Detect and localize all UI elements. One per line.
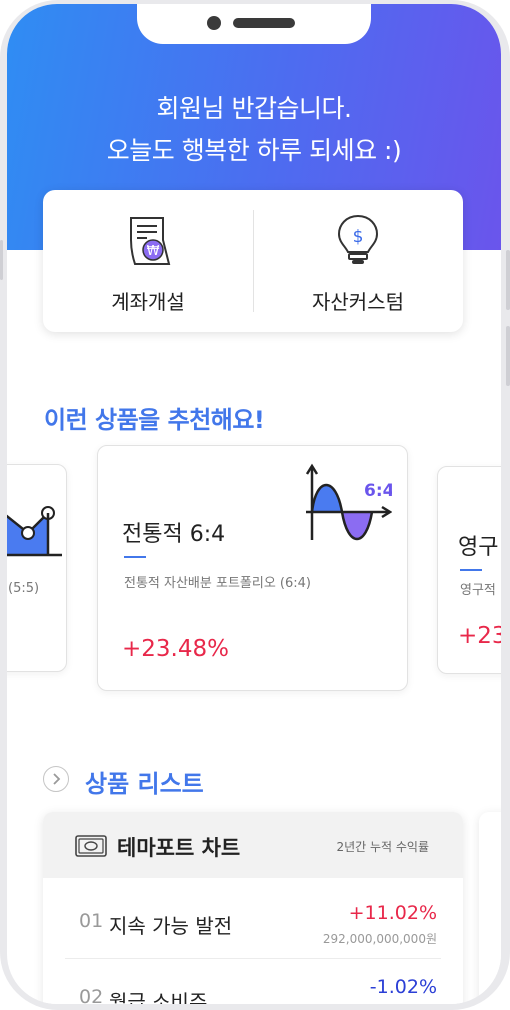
next-chart-panel: [479, 812, 501, 1004]
quick-menu-label: 자산커스텀: [312, 290, 404, 314]
earpiece-speaker: [233, 18, 295, 28]
product-row[interactable]: 02 월급 소비주 -1.02%: [65, 962, 441, 1004]
line-chart-icon: [7, 506, 62, 557]
card-dash: [460, 569, 482, 571]
card-desc: 전통적 자산배분 포트폴리오 (6:4): [124, 576, 311, 591]
quick-menu-divider: [253, 210, 254, 312]
product-return: -1.02%: [369, 976, 437, 998]
card-desc: 영구적: [460, 583, 496, 598]
card-desc: (5:5): [8, 581, 40, 596]
front-camera: [207, 16, 221, 30]
card-return: +23: [458, 623, 501, 649]
wave-chart-label: 6:4: [364, 481, 392, 501]
chevron-right-icon: [43, 766, 69, 792]
product-row[interactable]: 01 지속 가능 발전 +11.02% 292,000,000,000원: [65, 892, 441, 970]
account-open-icon: ₩: [130, 217, 171, 265]
theme-chart-title: 테마포트 차트: [117, 836, 241, 860]
card-return: +23.48%: [122, 636, 229, 662]
card-name: 영구: [458, 535, 499, 560]
recommend-card-prev[interactable]: (5:5): [7, 464, 67, 672]
app-screen: 회원님 반갑습니다. 오늘도 행복한 하루 되세요 :) ₩ 계좌개설: [7, 4, 501, 1004]
volume-up-button: [506, 250, 510, 310]
card-dash: [124, 556, 146, 558]
svg-text:₩: ₩: [147, 244, 160, 259]
theme-chart-subtitle: 2년간 누적 수익률: [336, 840, 429, 854]
product-rank: 01: [79, 910, 104, 932]
quick-menu: ₩ 계좌개설 $ 자산커스텀: [43, 190, 463, 332]
quick-menu-asset-custom[interactable]: $ 자산커스텀: [253, 190, 463, 332]
phone-notch: [137, 4, 371, 44]
row-divider: [65, 958, 441, 959]
theme-chart-panel: 테마포트 차트 2년간 누적 수익률 01 지속 가능 발전 +11.02% 2…: [43, 812, 463, 1004]
greeting-line-1: 회원님 반갑습니다.: [156, 94, 352, 123]
mute-switch: [0, 240, 3, 280]
recommend-card-next[interactable]: 영구 영구적 +23: [437, 466, 501, 674]
volume-down-button: [506, 326, 510, 386]
recommend-title: 이런 상품을 추천해요!: [44, 406, 265, 434]
product-name: 월급 소비주: [109, 990, 208, 1004]
product-amount: 292,000,000,000원: [322, 932, 437, 946]
svg-text:$: $: [353, 227, 364, 247]
lightbulb-dollar-icon: $: [337, 214, 379, 264]
greeting-line-2: 오늘도 행복한 하루 되세요 :): [106, 136, 402, 165]
wave-chart-icon: 6:4: [305, 463, 392, 541]
recommend-card-traditional[interactable]: 6:4 전통적 6:4 전통적 자산배분 포트폴리오 (6:4) +23.48%: [97, 445, 408, 691]
product-list-title: 상품 리스트: [85, 770, 204, 798]
theme-chart-header: 테마포트 차트 2년간 누적 수익률: [43, 812, 463, 878]
product-rank: 02: [79, 986, 104, 1004]
quick-menu-label: 계좌개설: [111, 290, 185, 314]
banknote-icon: [75, 835, 107, 857]
product-return: +11.02%: [348, 902, 437, 924]
greeting: 회원님 반갑습니다. 오늘도 행복한 하루 되세요 :): [7, 88, 501, 172]
product-name: 지속 가능 발전: [109, 914, 233, 938]
quick-menu-account-open[interactable]: ₩ 계좌개설: [43, 190, 253, 332]
card-name: 전통적 6:4: [122, 522, 226, 547]
